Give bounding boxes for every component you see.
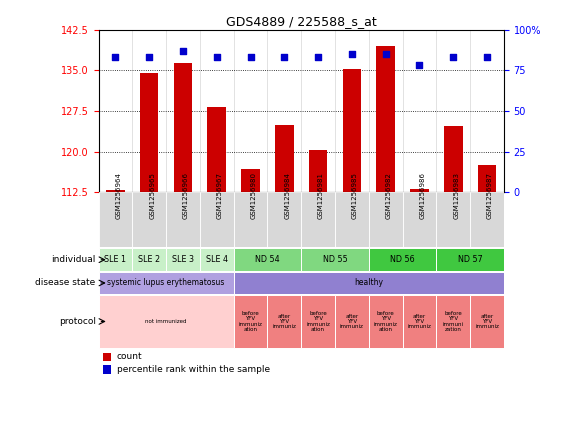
Text: after
YFV
immuniz: after YFV immuniz — [272, 313, 296, 330]
Title: GDS4889 / 225588_s_at: GDS4889 / 225588_s_at — [226, 16, 377, 28]
FancyBboxPatch shape — [166, 248, 200, 272]
Text: GSM1256987: GSM1256987 — [487, 172, 493, 219]
Bar — [102, 352, 111, 361]
FancyBboxPatch shape — [132, 192, 166, 247]
FancyBboxPatch shape — [99, 248, 132, 272]
Text: before
YFV
immuni
zation: before YFV immuni zation — [443, 311, 464, 332]
Bar — [410, 189, 429, 192]
Text: SLE 2: SLE 2 — [138, 255, 160, 264]
Text: GSM1256982: GSM1256982 — [386, 172, 392, 219]
Text: SLE 4: SLE 4 — [205, 255, 228, 264]
FancyBboxPatch shape — [267, 192, 301, 247]
Text: after
YFV
immuniz: after YFV immuniz — [408, 313, 431, 330]
Text: after
YFV
immuniz: after YFV immuniz — [475, 313, 499, 330]
Text: GSM1256984: GSM1256984 — [284, 172, 291, 219]
Text: GSM1256985: GSM1256985 — [352, 172, 358, 219]
Text: disease state: disease state — [35, 278, 96, 288]
FancyBboxPatch shape — [234, 248, 301, 272]
FancyBboxPatch shape — [369, 294, 403, 349]
FancyBboxPatch shape — [470, 192, 504, 247]
Text: SLE 3: SLE 3 — [172, 255, 194, 264]
FancyBboxPatch shape — [403, 294, 436, 349]
Bar — [342, 69, 361, 192]
Text: individual: individual — [51, 255, 96, 264]
FancyBboxPatch shape — [436, 248, 504, 272]
Point — [449, 54, 458, 60]
Text: SLE 1: SLE 1 — [104, 255, 127, 264]
Point — [280, 54, 289, 60]
Bar — [106, 190, 125, 192]
Text: healthy: healthy — [354, 278, 383, 288]
Bar — [241, 169, 260, 192]
Text: GSM1256966: GSM1256966 — [183, 172, 189, 219]
Bar — [207, 107, 226, 192]
Point — [111, 54, 120, 60]
FancyBboxPatch shape — [200, 192, 234, 247]
Bar — [444, 126, 462, 192]
Point — [145, 54, 154, 60]
Bar — [102, 365, 111, 374]
Text: GSM1256981: GSM1256981 — [318, 172, 324, 219]
Text: before
YFV
immuniz
ation: before YFV immuniz ation — [239, 311, 262, 332]
Text: ND 55: ND 55 — [323, 255, 347, 264]
Text: GSM1256980: GSM1256980 — [251, 172, 257, 219]
Bar — [376, 46, 395, 192]
FancyBboxPatch shape — [132, 248, 166, 272]
Text: protocol: protocol — [59, 317, 96, 326]
Bar — [275, 125, 294, 192]
Text: before
YFV
immuniz
ation: before YFV immuniz ation — [306, 311, 330, 332]
Point — [381, 51, 390, 58]
Point — [178, 47, 187, 54]
Bar — [140, 73, 159, 192]
Point — [212, 54, 221, 60]
Text: count: count — [117, 352, 142, 361]
FancyBboxPatch shape — [436, 294, 470, 349]
Text: systemic lupus erythematosus: systemic lupus erythematosus — [108, 278, 225, 288]
FancyBboxPatch shape — [335, 192, 369, 247]
Text: GSM1256964: GSM1256964 — [115, 172, 122, 219]
FancyBboxPatch shape — [403, 192, 436, 247]
Text: ND 57: ND 57 — [458, 255, 482, 264]
Text: GSM1256965: GSM1256965 — [149, 172, 155, 219]
Bar — [173, 63, 193, 192]
Bar — [477, 165, 497, 192]
Text: GSM1256983: GSM1256983 — [453, 172, 459, 219]
FancyBboxPatch shape — [267, 294, 301, 349]
Point — [246, 54, 255, 60]
FancyBboxPatch shape — [301, 294, 335, 349]
Text: ND 54: ND 54 — [255, 255, 280, 264]
Text: before
YFV
immuniz
ation: before YFV immuniz ation — [374, 311, 397, 332]
Text: GSM1256986: GSM1256986 — [419, 172, 426, 219]
FancyBboxPatch shape — [369, 192, 403, 247]
Point — [314, 54, 323, 60]
Text: not immunized: not immunized — [145, 319, 187, 324]
Point — [482, 54, 491, 60]
Text: ND 56: ND 56 — [390, 255, 415, 264]
Point — [347, 51, 356, 58]
FancyBboxPatch shape — [234, 272, 504, 294]
FancyBboxPatch shape — [369, 248, 436, 272]
Bar — [309, 150, 328, 192]
FancyBboxPatch shape — [470, 294, 504, 349]
Point — [415, 62, 424, 69]
FancyBboxPatch shape — [200, 248, 234, 272]
FancyBboxPatch shape — [99, 272, 234, 294]
Text: after
YFV
immuniz: after YFV immuniz — [340, 313, 364, 330]
FancyBboxPatch shape — [99, 192, 132, 247]
Text: percentile rank within the sample: percentile rank within the sample — [117, 365, 270, 374]
FancyBboxPatch shape — [335, 294, 369, 349]
FancyBboxPatch shape — [166, 192, 200, 247]
FancyBboxPatch shape — [234, 294, 267, 349]
FancyBboxPatch shape — [301, 192, 335, 247]
Text: GSM1256967: GSM1256967 — [217, 172, 223, 219]
FancyBboxPatch shape — [436, 192, 470, 247]
FancyBboxPatch shape — [234, 192, 267, 247]
FancyBboxPatch shape — [301, 248, 369, 272]
FancyBboxPatch shape — [99, 294, 234, 349]
